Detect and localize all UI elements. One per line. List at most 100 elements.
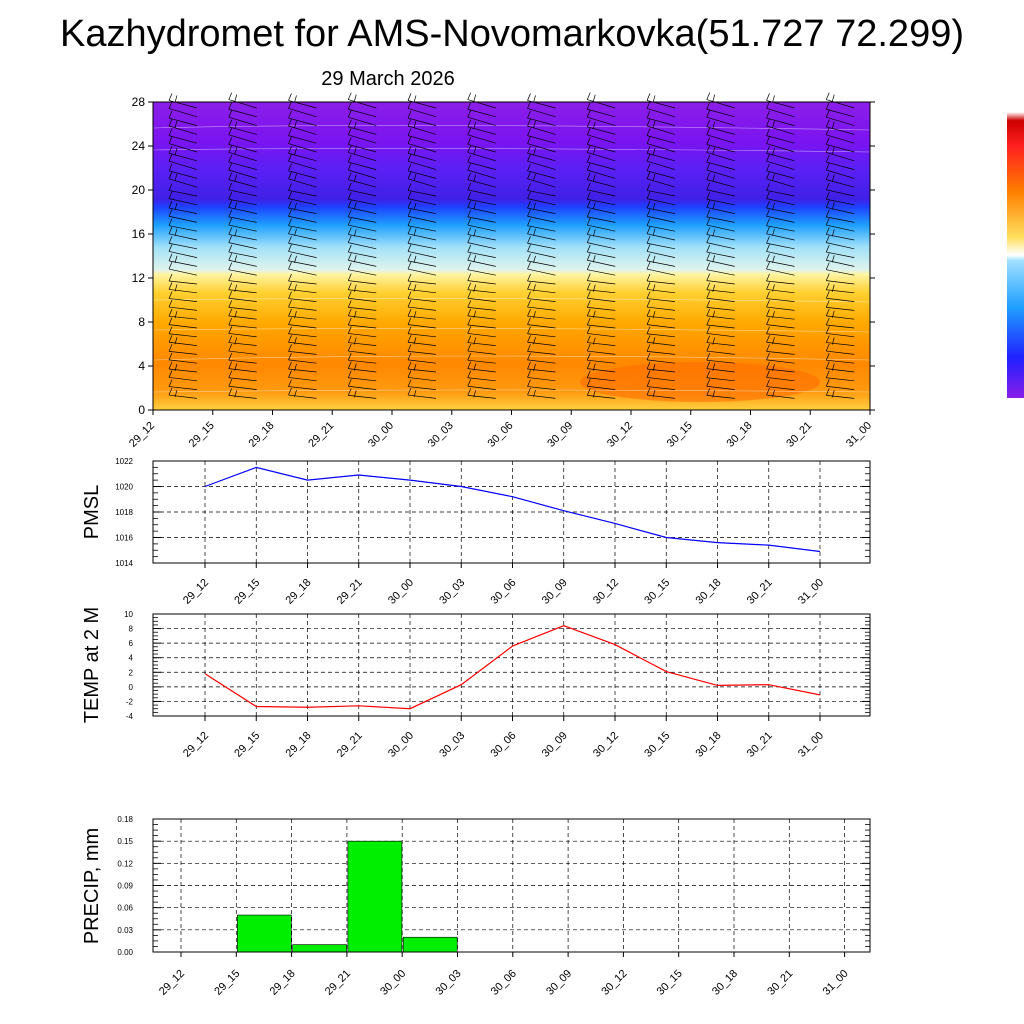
wind-barb-shaft — [407, 170, 437, 179]
wind-barb-shaft — [706, 342, 735, 346]
wind-barb-shaft — [766, 125, 795, 135]
wind-barb — [228, 192, 257, 206]
wind-barb-feather — [467, 291, 472, 299]
wind-barb-feather — [228, 209, 233, 217]
wind-barb-feather — [174, 202, 178, 211]
wind-barb — [706, 300, 735, 311]
wind-barb-shaft — [706, 251, 735, 258]
x-tick-label: 30_21 — [784, 420, 814, 450]
wind-barb-feather — [766, 128, 770, 136]
wind-barb — [288, 191, 317, 206]
wind-barb-shaft — [168, 289, 198, 294]
wind-barb — [706, 273, 735, 285]
wind-barb-shaft — [587, 234, 616, 241]
x-tick-label: 29_21 — [323, 968, 353, 998]
temp-panel: -4 -2 0 2 4 6 8 10 29_12 29_15 29_18 29_21 30_00 30_0… — [81, 607, 871, 760]
wind-barb-feather — [228, 217, 233, 226]
wind-barb — [407, 171, 437, 188]
wind-barb-shaft — [288, 260, 317, 267]
wind-barb — [825, 110, 855, 126]
wind-barb-shaft — [228, 324, 257, 329]
wind-barb-feather — [288, 101, 292, 109]
wind-barb-feather — [407, 370, 412, 378]
wind-barb-feather — [831, 284, 835, 292]
wind-barb-shaft — [826, 333, 855, 338]
wind-barb-feather — [586, 127, 591, 135]
wind-barb-shaft — [348, 126, 377, 135]
wind-barb-feather — [825, 343, 830, 352]
wind-barb-feather — [467, 172, 472, 180]
wind-barb-shaft — [348, 377, 377, 382]
wind-barb — [646, 273, 676, 285]
wind-barb — [586, 137, 616, 153]
wind-barb — [467, 137, 496, 153]
wind-barb-feather — [592, 94, 596, 102]
wind-barb-feather — [592, 255, 596, 263]
wind-barb-shaft — [467, 161, 496, 170]
wind-barb-feather — [831, 337, 835, 345]
wind-barb — [586, 343, 616, 355]
wind-barb-feather — [168, 93, 173, 101]
wind-barb — [825, 343, 855, 355]
wind-barb-feather — [467, 227, 472, 235]
wind-barb — [586, 370, 616, 382]
wind-barb-shaft — [348, 251, 377, 258]
wind-barb-feather — [467, 361, 472, 369]
wind-barb-shaft — [527, 298, 556, 302]
wind-barb — [407, 282, 437, 294]
wind-barb-feather — [706, 200, 711, 208]
wind-barb — [527, 209, 556, 223]
colorbar-gradient — [1007, 112, 1024, 398]
wind-barb-feather — [228, 308, 233, 316]
x-tick-label: 30_12 — [599, 968, 629, 998]
wind-barb-feather — [288, 183, 292, 191]
wind-barb — [825, 145, 855, 162]
wind-barb-feather — [646, 244, 651, 252]
wind-barb-shaft — [288, 160, 317, 170]
wind-barb — [706, 92, 735, 109]
wind-barb-feather — [586, 379, 591, 387]
wind-barb — [168, 379, 198, 390]
wind-barb-feather — [467, 253, 472, 261]
wind-barb-feather — [413, 173, 417, 181]
wind-barb-feather — [234, 255, 238, 263]
wind-barb-feather — [646, 136, 651, 144]
wind-barb-shaft — [646, 280, 676, 285]
wind-barb — [467, 182, 496, 197]
wind-barb-feather — [467, 326, 472, 334]
wind-barb-feather — [586, 370, 591, 378]
cross-section-y-axis: 0 4 8 12 16 20 24 28 — [132, 95, 875, 417]
wind-barb-feather — [825, 235, 830, 243]
wind-barb — [168, 110, 198, 126]
wind-barb-feather — [467, 209, 472, 217]
wind-barb-shaft — [228, 307, 257, 311]
wind-barb-feather — [825, 361, 830, 369]
wind-barb — [288, 309, 317, 320]
wind-barb — [228, 182, 257, 197]
wind-barb — [467, 162, 496, 179]
wind-barb-feather — [228, 182, 233, 190]
wind-barb-shaft — [826, 134, 855, 144]
wind-barb-shaft — [228, 126, 257, 135]
wind-barb-shaft — [348, 368, 377, 373]
wind-barb-feather — [234, 284, 238, 292]
wind-barb — [706, 137, 735, 153]
wind-barb-shaft — [527, 117, 556, 126]
wind-barb-feather — [228, 102, 233, 110]
wind-barb-feather — [228, 273, 233, 281]
wind-barb — [347, 361, 377, 373]
y-tick-label: 28 — [132, 95, 146, 109]
wind-barb-feather — [592, 147, 596, 155]
wind-barb-feather — [825, 102, 830, 110]
wind-barb-shaft — [288, 117, 317, 126]
wind-barb-feather — [652, 337, 656, 345]
wind-barb-shaft — [766, 178, 795, 188]
wind-barb-feather — [467, 262, 472, 270]
wind-barb — [467, 326, 496, 338]
wind-barb-shaft — [288, 394, 317, 399]
wind-barb-shaft — [826, 198, 855, 206]
wind-barb-feather — [766, 379, 770, 387]
wind-barb-shaft — [288, 377, 317, 382]
wind-barb — [825, 192, 855, 206]
wind-barb-feather — [228, 388, 233, 396]
